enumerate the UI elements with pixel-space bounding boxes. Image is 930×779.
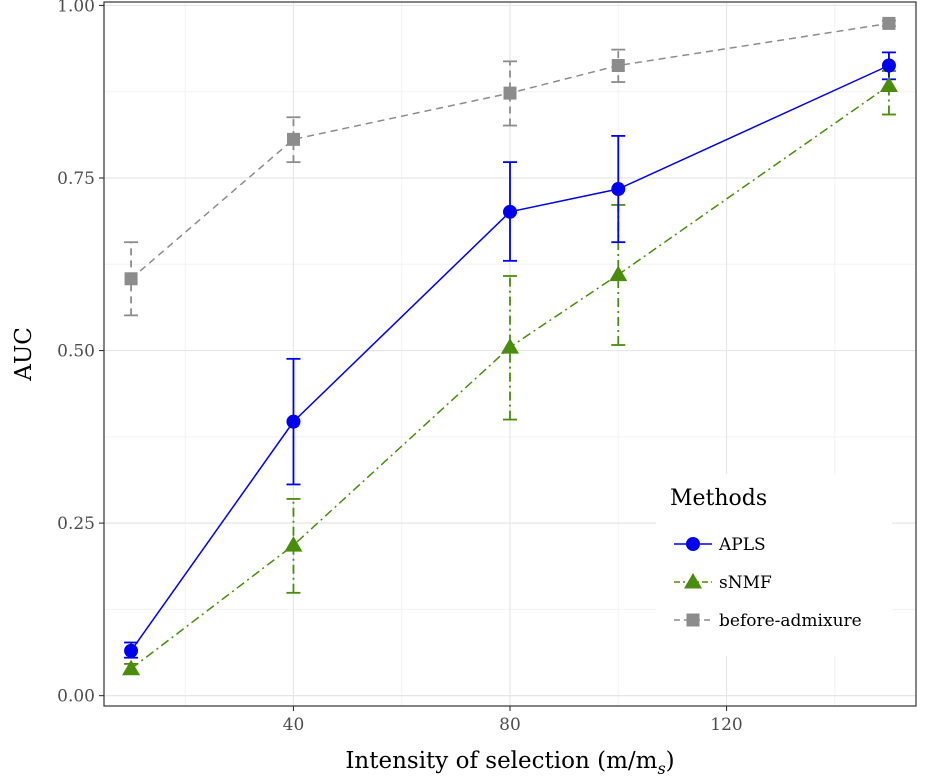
data-point [879,76,898,92]
data-point [124,272,138,286]
data-point [284,536,303,552]
x-axis-title: Intensity of selection (m/ms) [345,748,674,778]
x-axis-title-subscript: s [657,759,665,778]
data-point [609,265,628,282]
y-tick-label: 0.50 [57,342,95,362]
legend-marker [686,613,700,627]
y-axis-title: AUC [11,327,37,382]
series-markers [122,16,898,676]
data-point [611,58,625,72]
y-tick-label: 0.00 [57,687,95,707]
data-point [124,643,139,658]
y-tick-label: 0.75 [57,169,95,189]
data-point [881,58,896,73]
data-point [882,16,896,30]
x-tick-label: 80 [499,715,521,735]
x-axis-title-close: ) [666,748,675,774]
legend-title: Methods [670,486,767,511]
data-point [503,86,517,100]
x-tick-label: 40 [283,715,305,735]
x-axis-title-main: Intensity of selection (m/m [345,748,657,774]
legend-label: sNMF [719,573,772,593]
legend-label: APLS [718,535,766,555]
axis-ticks: 0.00 0.25 0.50 0.75 1.00 40 80 120 [57,0,743,735]
legend: Methods APLS sNMF before-admixure [656,474,892,656]
legend-label: before-admixure [719,611,862,631]
legend-marker [686,537,700,551]
data-point [611,182,626,197]
data-point [122,659,141,676]
data-point [286,132,300,146]
data-point [503,204,517,219]
y-tick-label: 1.00 [57,0,95,16]
legend-marker [684,573,702,589]
y-tick-label: 0.25 [57,514,95,534]
data-point [501,338,519,354]
x-tick-label: 120 [710,715,742,735]
data-point [286,414,301,429]
